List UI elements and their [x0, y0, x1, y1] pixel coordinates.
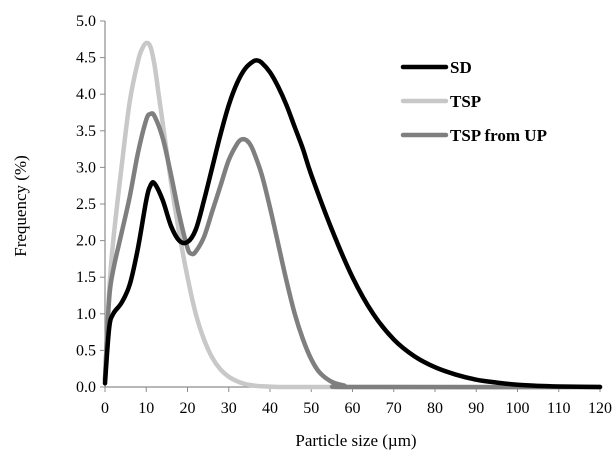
x-axis-ticks: 0 10 20 30 40 50 60 70 80 90 100 110 120	[101, 387, 612, 417]
y-tick-label: 2.0	[76, 233, 96, 250]
x-tick-label: 90	[468, 400, 484, 417]
series-line-sd	[102, 58, 603, 390]
x-tick-label: 10	[138, 400, 154, 417]
y-tick-label: 4.5	[76, 50, 96, 67]
y-axis-ticks: 0.0 0.5 1.0 1.5 2.0 2.5 3.0 3.5 4.0 4.5 5.0	[76, 13, 105, 396]
y-tick-label: 3.5	[76, 123, 96, 140]
x-tick-label: 120	[588, 400, 612, 417]
y-tick-label: 5.0	[76, 13, 96, 30]
x-tick-label: 30	[221, 400, 237, 417]
legend-label-tsp-from-up: TSP from UP	[450, 126, 547, 145]
y-tick-label: 3.0	[76, 159, 96, 176]
x-tick-label: 70	[386, 400, 402, 417]
y-tick-label: 2.5	[76, 196, 96, 213]
x-tick-label: 60	[345, 400, 361, 417]
x-tick-label: 40	[262, 400, 278, 417]
legend: SD TSP TSP from UP	[400, 58, 547, 145]
y-tick-label: 0.0	[76, 379, 96, 396]
legend-label-tsp: TSP	[450, 92, 481, 111]
series-line-tsp-from-up	[102, 111, 603, 390]
y-tick-label: 4.0	[76, 86, 96, 103]
x-tick-label: 20	[180, 400, 196, 417]
x-tick-label: 110	[547, 400, 570, 417]
y-tick-label: 0.5	[76, 342, 96, 359]
y-axis-title: Frequency (%)	[11, 155, 30, 257]
series-line-tsp	[102, 40, 603, 390]
axes	[104, 21, 600, 388]
x-tick-label: 50	[303, 400, 319, 417]
y-tick-label: 1.5	[76, 269, 96, 286]
x-tick-label: 0	[101, 400, 109, 417]
legend-label-sd: SD	[450, 58, 472, 77]
y-tick-label: 1.0	[76, 306, 96, 323]
x-tick-label: 100	[506, 400, 530, 417]
x-tick-label: 80	[427, 400, 443, 417]
x-axis-title: Particle size (µm)	[295, 431, 416, 450]
series-layer	[102, 40, 603, 390]
